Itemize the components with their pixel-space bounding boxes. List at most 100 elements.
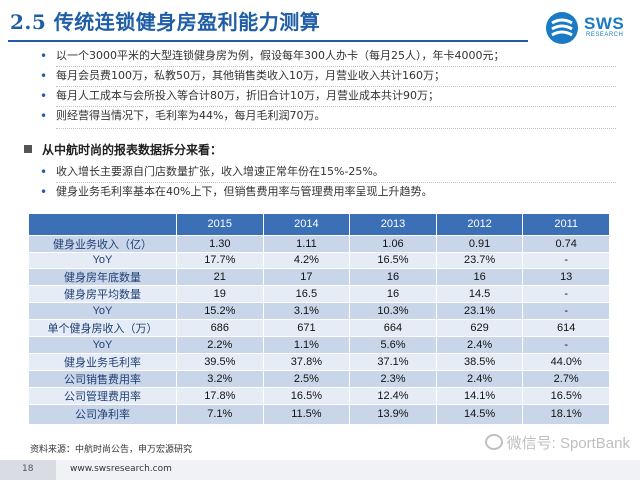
table-cell: 16 [349,285,437,304]
table-row: 健身业务收入（亿） 1.30 1.11 1.06 0.91 0.74 [28,234,610,253]
divider [56,66,616,67]
table-cell: 2.4% [435,369,524,388]
table-row: 健身业务毛利率 39.5% 37.8% 37.1% 38.5% 44.0% [28,352,610,371]
table-cell: 17.8% [176,386,264,405]
table-cell: - [522,302,610,320]
sws-logo: SWS RESEARCH [544,10,626,46]
table-header-cell: 2015 [176,214,264,235]
section-title: 从中航时尚的报表数据拆分来看： [42,143,223,157]
divider [56,182,616,183]
table-row: 单个健身房收入（万） 686 671 664 629 614 [28,318,610,337]
table-cell: 614 [522,318,610,337]
row-label: 公司净利率 [28,403,177,425]
table-cell: 1.11 [262,234,351,253]
square-bullet-icon [24,145,32,153]
table-header-cell: 2013 [349,214,437,235]
table-cell: 16.5 [262,285,351,304]
table-cell: 44.0% [522,352,610,371]
table-cell: 14.1% [435,386,524,405]
row-label: 公司销售费用率 [28,369,177,388]
table-cell: 19 [176,285,264,304]
wechat-icon [484,434,503,450]
analysis-bullet-list: 收入增长主要源自门店数量扩张，收入增速正常年份在15%-25%。 健身业务毛利率… [40,162,626,202]
table-row: 公司净利率 7.1% 11.5% 13.9% 14.5% 18.1% [28,403,610,425]
bullet-item: 以一个3000平米的大型连锁健身房为例，假设每年300人办卡（每月25人），年卡… [40,46,626,66]
table-header-cell: 2014 [263,214,351,235]
row-label: YoY [28,302,177,320]
table-cell: 12.4% [349,386,437,405]
table-cell: 0.74 [522,234,610,253]
table-cell: - [522,335,610,354]
table-cell: 38.5% [435,352,524,371]
table-cell: 664 [349,318,437,337]
divider [56,106,616,107]
wechat-watermark: 微信号: SportBank [484,432,630,453]
table-cell: 3.1% [262,302,351,320]
table-cell: 23.1% [435,302,524,320]
table-cell: 17.7% [176,251,264,270]
table-cell: 2.2% [176,335,264,354]
table-cell: 1.06 [349,234,437,253]
table-cell: 37.8% [262,352,351,371]
table-cell: 16.5% [522,386,610,405]
table-cell: 2.4% [435,335,524,354]
row-label: 健身业务毛利率 [28,352,177,371]
footer-accent [0,460,56,480]
source-note: 资料来源：中航时尚公告，申万宏源研究 [30,445,193,455]
table-cell: 5.6% [349,335,437,354]
table-cell: 15.2% [176,302,264,320]
table-header-cell: 2011 [522,214,610,235]
table-cell: 3.2% [176,369,264,388]
divider [56,86,616,87]
table-cell: 11.5% [262,403,351,425]
bullet-item: 每月会员费100万，私教50万，其他销售类收入10万，月营业收入共计160万； [40,66,626,86]
page-number: 18 [22,464,34,474]
row-label: 健身房平均数量 [28,285,177,304]
row-label: 单个健身房收入（万） [28,318,177,337]
footer-url: www.swsresearch.com [70,464,172,474]
table-cell: 2.5% [262,369,351,388]
table-cell: 7.1% [176,403,264,425]
row-label: YoY [28,251,177,270]
financial-table: 2015 2014 2013 2012 2011 健身业务收入（亿） 1.30 1.… [28,214,610,425]
bullet-item: 每月人工成本与会所投入等合计80万，折旧合计10万，月营业成本共计90万； [40,86,626,106]
table-cell: 686 [176,318,264,337]
table-header-cell [28,214,177,235]
table-row: YoY 15.2% 3.1% 10.3% 23.1% - [28,302,610,320]
section-heading: 从中航时尚的报表数据拆分来看： [24,141,222,158]
bullet-item: 健身业务毛利率基本在40%上下，但销售费用率与管理费用率呈现上升趋势。 [40,182,626,202]
title-divider [8,40,528,42]
bullet-item: 则经营得当情况下，毛利率为44%，每月毛利润70万。 [40,106,626,126]
table-row: YoY 17.7% 4.2% 16.5% 23.7% - [28,251,610,270]
row-label: 公司管理费用率 [28,386,177,405]
table-cell: 0.91 [435,234,524,253]
table-row: YoY 2.2% 1.1% 5.6% 2.4% - [28,335,610,354]
slide-title: 2.5 传统连锁健身房盈利能力测算 [10,10,321,34]
table-cell: 37.1% [349,352,437,371]
table-cell: 39.5% [176,352,264,371]
row-label: 健身房年底数量 [28,268,177,287]
divider [56,128,616,129]
table-cell: 23.7% [435,251,524,270]
table-cell: 16.5% [262,386,351,405]
sws-logo-icon [546,12,578,44]
row-label: 健身业务收入（亿） [28,234,177,253]
table-cell: 14.5 [435,285,524,304]
footer-bar [0,460,640,480]
table-row: 健身房年底数量 21 17 16 16 13 [28,268,610,287]
table-cell: 16 [349,268,437,287]
intro-bullet-list: 以一个3000平米的大型连锁健身房为例，假设每年300人办卡（每月25人），年卡… [40,46,626,126]
table-row: 健身房平均数量 19 16.5 16 14.5- [28,285,610,304]
table-row: 公司销售费用率 3.2% 2.5% 2.3% 2.4% 2.7% [28,369,610,388]
table-cell: 17 [262,268,351,287]
table-cell: 13 [522,268,610,287]
logo-subtext: RESEARCH [586,32,624,38]
table-cell: - [522,285,610,304]
bullet-item: 收入增长主要源自门店数量扩张，收入增速正常年份在15%-25%。 [40,162,626,182]
table-cell: 10.3% [349,302,437,320]
table-header-cell: 2012 [436,214,524,235]
table-cell: 16.5% [349,251,437,270]
table-cell: 671 [262,318,351,337]
table-cell: 4.2% [262,251,351,270]
table-cell: 18.1% [522,403,610,425]
